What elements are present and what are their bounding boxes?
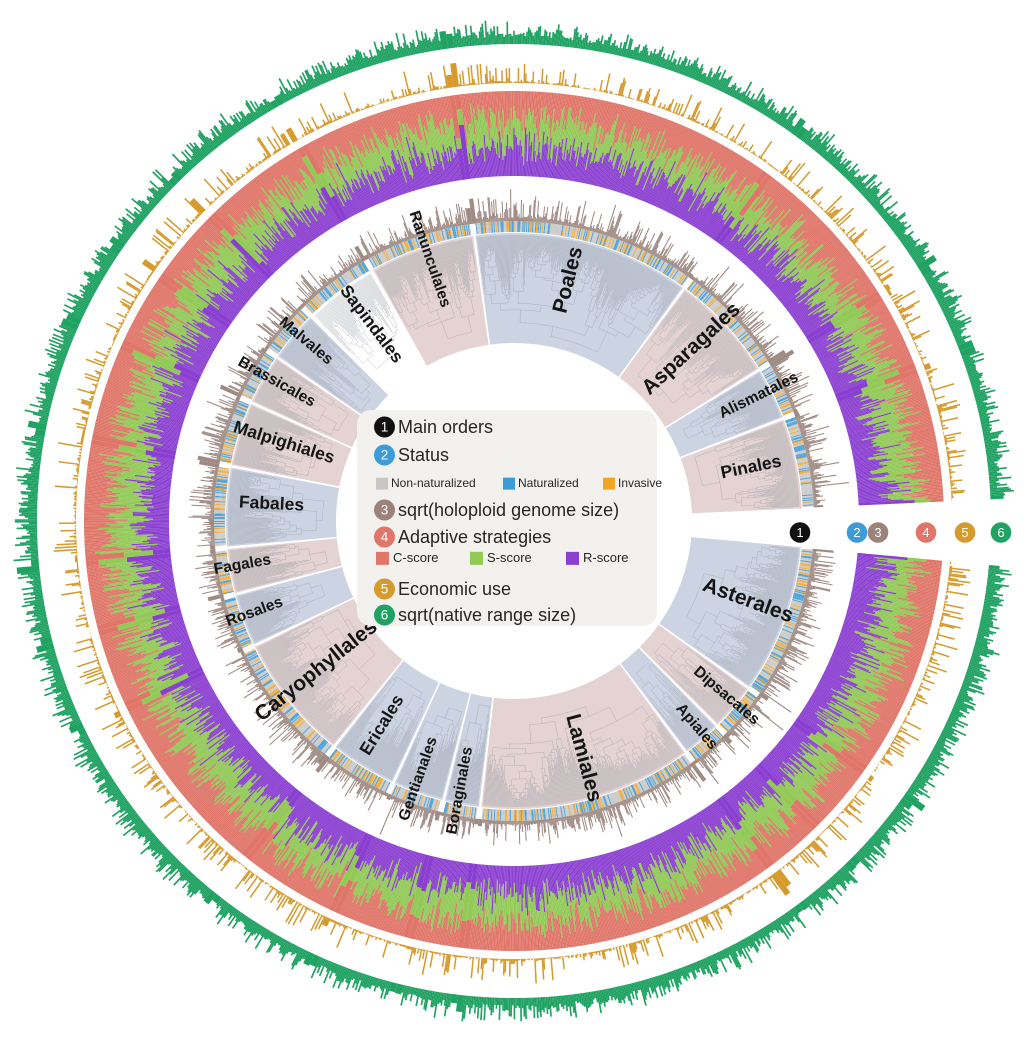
- svg-text:Non-naturalized: Non-naturalized: [391, 476, 476, 490]
- svg-text:6: 6: [381, 608, 389, 623]
- svg-text:Adaptive strategies: Adaptive strategies: [398, 527, 551, 547]
- svg-text:sqrt(native range size): sqrt(native range size): [398, 605, 576, 625]
- svg-text:4: 4: [381, 530, 389, 545]
- svg-text:Invasive: Invasive: [618, 476, 662, 490]
- svg-text:C-score: C-score: [393, 550, 439, 565]
- svg-text:Naturalized: Naturalized: [518, 476, 579, 490]
- svg-text:6: 6: [997, 525, 1004, 540]
- svg-text:R-score: R-score: [583, 550, 629, 565]
- svg-text:Status: Status: [398, 445, 449, 465]
- svg-text:5: 5: [381, 582, 389, 597]
- svg-text:1: 1: [381, 420, 389, 435]
- svg-text:3: 3: [874, 525, 881, 540]
- svg-text:sqrt(holoploid genome size): sqrt(holoploid genome size): [398, 500, 619, 520]
- svg-text:S-score: S-score: [487, 550, 532, 565]
- svg-text:5: 5: [961, 525, 968, 540]
- svg-text:Main orders: Main orders: [398, 417, 493, 437]
- svg-text:2: 2: [381, 448, 389, 463]
- svg-text:Economic use: Economic use: [398, 579, 511, 599]
- svg-text:4: 4: [922, 525, 929, 540]
- svg-text:3: 3: [381, 503, 389, 518]
- svg-text:Fabales: Fabales: [239, 492, 305, 515]
- svg-text:2: 2: [853, 525, 860, 540]
- svg-text:1: 1: [796, 525, 803, 540]
